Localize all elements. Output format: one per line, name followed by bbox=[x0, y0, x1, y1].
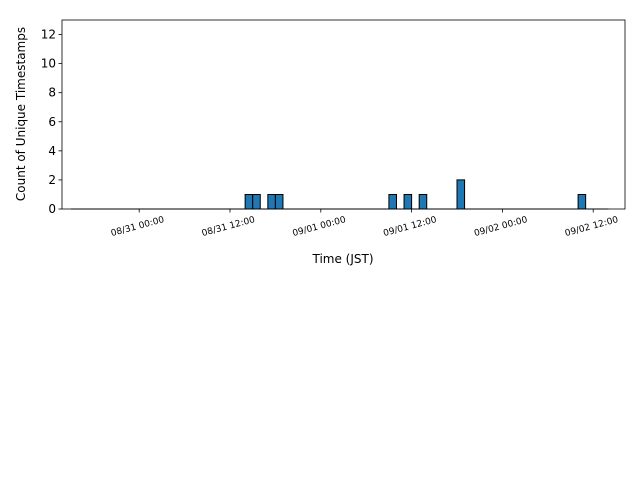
y-tick-label: 12 bbox=[41, 28, 56, 42]
bar bbox=[418, 193, 428, 210]
bar bbox=[252, 193, 261, 210]
bar bbox=[244, 193, 254, 210]
y-axis-label: Count of Unique Timestamps bbox=[14, 27, 28, 201]
y-tick-label: 10 bbox=[41, 57, 56, 71]
y-tick-label: 0 bbox=[48, 202, 56, 216]
bar bbox=[274, 193, 284, 210]
y-tick-label: 2 bbox=[48, 173, 56, 187]
bar bbox=[267, 193, 276, 210]
bar bbox=[456, 179, 466, 210]
y-tick-label: 8 bbox=[48, 86, 56, 100]
y-tick-label: 4 bbox=[48, 144, 56, 158]
y-tick-label: 6 bbox=[48, 115, 56, 129]
bar bbox=[388, 193, 397, 210]
plot-frame bbox=[61, 19, 626, 210]
bar bbox=[403, 193, 413, 210]
bar bbox=[577, 193, 587, 210]
x-axis-label: Time (JST) bbox=[311, 252, 373, 266]
